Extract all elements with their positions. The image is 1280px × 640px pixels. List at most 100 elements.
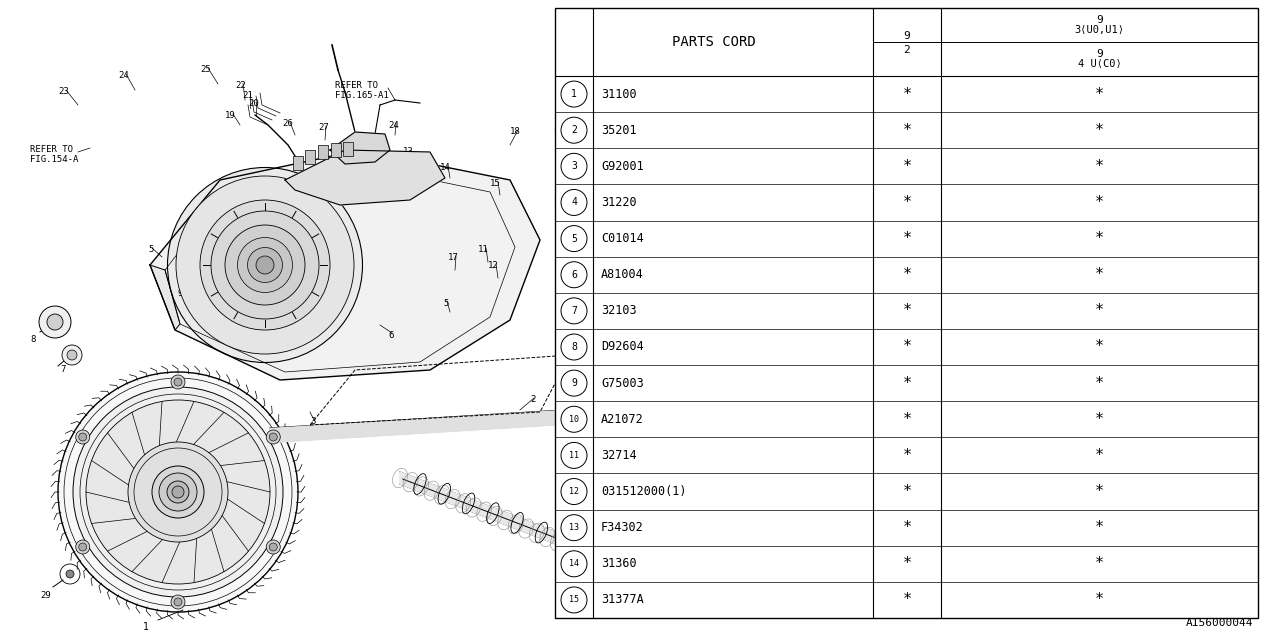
Ellipse shape — [152, 466, 204, 518]
Polygon shape — [330, 132, 390, 164]
Text: 31360: 31360 — [602, 557, 636, 570]
Text: A156000044: A156000044 — [1185, 618, 1253, 628]
Text: G75003: G75003 — [602, 376, 644, 390]
Text: 6: 6 — [388, 330, 393, 339]
Text: *: * — [902, 593, 911, 607]
Text: *: * — [1094, 593, 1105, 607]
Text: *: * — [1094, 123, 1105, 138]
Text: 8: 8 — [29, 335, 36, 344]
Bar — [556, 8, 1258, 618]
Ellipse shape — [238, 237, 293, 292]
Text: 13: 13 — [570, 523, 579, 532]
Text: *: * — [1094, 159, 1105, 174]
Text: 22: 22 — [236, 81, 246, 90]
Text: 27: 27 — [317, 124, 329, 132]
Text: 5: 5 — [148, 246, 154, 255]
Circle shape — [67, 350, 77, 360]
Circle shape — [76, 540, 90, 554]
Text: 11: 11 — [570, 451, 579, 460]
Text: 15: 15 — [570, 595, 579, 604]
Text: 6: 6 — [571, 269, 577, 280]
Polygon shape — [150, 150, 540, 380]
Text: A21072: A21072 — [602, 413, 644, 426]
Text: *: * — [902, 376, 911, 390]
Text: 2: 2 — [904, 45, 910, 55]
Text: REFER TO: REFER TO — [335, 81, 378, 90]
Text: 32103: 32103 — [602, 305, 636, 317]
Text: 12: 12 — [488, 262, 499, 271]
Text: 4: 4 — [248, 317, 253, 326]
Circle shape — [172, 375, 186, 389]
Bar — [343, 142, 353, 156]
Circle shape — [174, 598, 182, 606]
Text: 4: 4 — [571, 198, 577, 207]
Text: *: * — [902, 484, 911, 499]
Text: 10: 10 — [570, 415, 579, 424]
Ellipse shape — [128, 442, 228, 542]
Circle shape — [47, 314, 63, 330]
Text: 24: 24 — [118, 72, 129, 81]
Text: 31220: 31220 — [602, 196, 636, 209]
Text: *: * — [1094, 339, 1105, 355]
Text: *: * — [1094, 86, 1105, 102]
Text: 7: 7 — [60, 365, 65, 374]
Text: 9: 9 — [1096, 49, 1103, 59]
Text: 3: 3 — [571, 161, 577, 172]
Text: 14: 14 — [570, 559, 579, 568]
Text: 031512000(1): 031512000(1) — [602, 485, 686, 498]
Bar — [293, 156, 303, 170]
Ellipse shape — [211, 211, 319, 319]
Circle shape — [67, 570, 74, 578]
Ellipse shape — [225, 225, 305, 305]
Text: PARTS CORD: PARTS CORD — [672, 35, 756, 49]
Text: 3: 3 — [310, 417, 315, 426]
Circle shape — [266, 430, 280, 444]
Circle shape — [79, 543, 87, 551]
Polygon shape — [150, 265, 180, 330]
Text: *: * — [902, 195, 911, 210]
Ellipse shape — [594, 415, 616, 433]
Text: C01014: C01014 — [602, 232, 644, 245]
Text: *: * — [1094, 303, 1105, 318]
Text: D92604: D92604 — [602, 340, 644, 353]
Circle shape — [172, 595, 186, 609]
Text: 2: 2 — [571, 125, 577, 135]
Text: *: * — [902, 303, 911, 318]
Text: 16: 16 — [556, 182, 566, 191]
Text: 15: 15 — [570, 543, 581, 552]
Text: *: * — [1094, 484, 1105, 499]
Text: 14: 14 — [440, 163, 451, 173]
Text: 21: 21 — [242, 90, 252, 99]
Text: *: * — [1094, 231, 1105, 246]
Text: 20: 20 — [248, 99, 259, 109]
Ellipse shape — [177, 176, 355, 354]
Text: 2: 2 — [623, 420, 628, 430]
Text: *: * — [902, 339, 911, 355]
Ellipse shape — [58, 372, 298, 612]
Text: G92001: G92001 — [602, 160, 644, 173]
Circle shape — [79, 433, 87, 441]
Text: 19: 19 — [225, 111, 236, 120]
Text: 10: 10 — [342, 143, 353, 152]
Text: 31100: 31100 — [602, 88, 636, 100]
Text: *: * — [902, 86, 911, 102]
Text: *: * — [1094, 520, 1105, 535]
Circle shape — [174, 378, 182, 386]
Text: 5: 5 — [443, 298, 448, 307]
Text: 9: 9 — [178, 289, 183, 298]
Text: *: * — [1094, 448, 1105, 463]
Text: *: * — [1094, 195, 1105, 210]
Text: *: * — [902, 231, 911, 246]
Text: 13: 13 — [403, 147, 413, 157]
Circle shape — [76, 430, 90, 444]
Ellipse shape — [172, 486, 184, 498]
Circle shape — [38, 306, 70, 338]
Circle shape — [269, 543, 278, 551]
Text: 35201: 35201 — [602, 124, 636, 137]
Text: 1: 1 — [155, 527, 160, 536]
Ellipse shape — [73, 387, 283, 597]
Text: A81004: A81004 — [602, 268, 644, 281]
Text: 1: 1 — [143, 622, 148, 632]
Text: 11: 11 — [477, 246, 489, 255]
Ellipse shape — [159, 473, 197, 511]
